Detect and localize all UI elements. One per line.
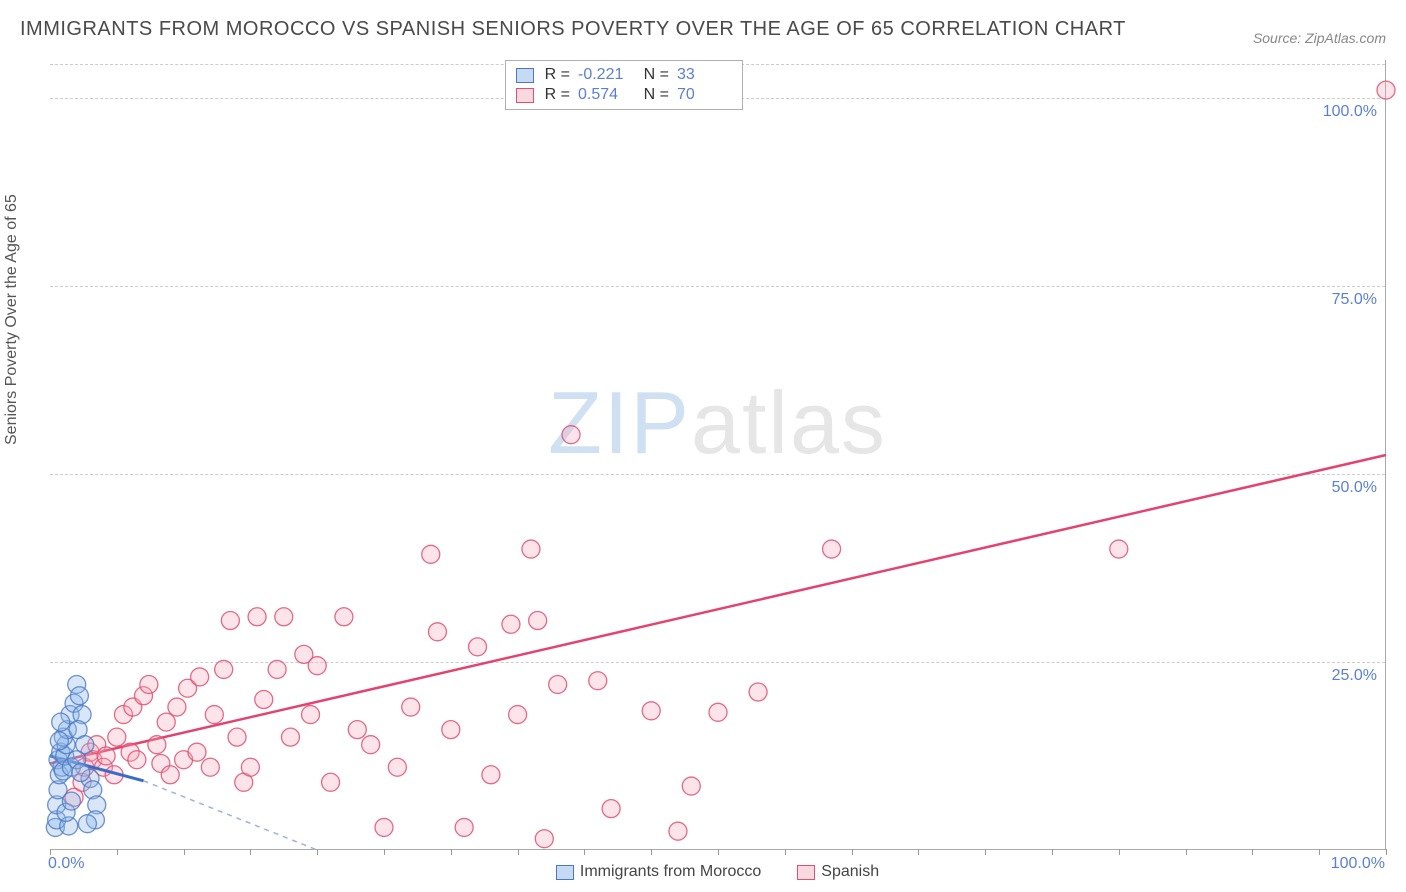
data-point [749, 683, 767, 701]
data-point [348, 721, 366, 739]
data-point [455, 818, 473, 836]
x-tick [250, 849, 251, 855]
data-point [168, 698, 186, 716]
data-point [535, 830, 553, 848]
data-point [335, 608, 353, 626]
x-tick [718, 849, 719, 855]
chart-svg [50, 60, 1385, 849]
data-point [709, 703, 727, 721]
data-point [469, 638, 487, 656]
data-point [140, 675, 158, 693]
legend-item-pink: Spanish [797, 863, 879, 881]
data-point [482, 766, 500, 784]
x-tick [1386, 849, 1387, 855]
legend-item-blue: Immigrants from Morocco [556, 863, 761, 881]
x-tick [1119, 849, 1120, 855]
x-tick [1319, 849, 1320, 855]
data-point [422, 545, 440, 563]
data-point [70, 687, 88, 705]
data-point [602, 800, 620, 818]
data-point [549, 675, 567, 693]
data-point [128, 751, 146, 769]
x-tick [518, 849, 519, 855]
data-point [188, 743, 206, 761]
data-point [308, 657, 326, 675]
data-point [221, 612, 239, 630]
data-point [241, 758, 259, 776]
data-point [589, 672, 607, 690]
data-point [161, 766, 179, 784]
legend-swatch-blue [556, 865, 574, 880]
data-point [248, 608, 266, 626]
data-point [191, 668, 209, 686]
data-point [78, 815, 96, 833]
data-point [509, 706, 527, 724]
y-axis-label: Seniors Poverty Over the Age of 65 [3, 194, 21, 445]
data-point [255, 691, 273, 709]
legend-label-blue: Immigrants from Morocco [580, 863, 761, 881]
chart-page: IMMIGRANTS FROM MOROCCO VS SPANISH SENIO… [0, 0, 1406, 892]
data-point [302, 706, 320, 724]
data-point [502, 615, 520, 633]
legend-label-pink: Spanish [821, 863, 879, 881]
data-point [228, 728, 246, 746]
data-point [157, 713, 175, 731]
data-point [148, 736, 166, 754]
data-point [50, 732, 68, 750]
plot-area: ZIPatlas 25.0%50.0%75.0%100.0% R = -0.22… [50, 60, 1386, 850]
source-attribution: Source: ZipAtlas.com [1253, 30, 1386, 46]
data-point [97, 747, 115, 765]
chart-title: IMMIGRANTS FROM MOROCCO VS SPANISH SENIO… [20, 18, 1126, 41]
x-tick [1252, 849, 1253, 855]
data-point [682, 777, 700, 795]
data-point [322, 773, 340, 791]
x-tick [584, 849, 585, 855]
data-point [1377, 81, 1395, 99]
data-point [275, 608, 293, 626]
data-point [62, 792, 80, 810]
x-tick [852, 849, 853, 855]
data-point [669, 822, 687, 840]
data-point [522, 540, 540, 558]
data-point [562, 426, 580, 444]
data-point [215, 660, 233, 678]
data-point [529, 612, 547, 630]
x-tick [651, 849, 652, 855]
x-axis-legend: Immigrants from Morocco Spanish [50, 863, 1385, 881]
data-point [402, 698, 420, 716]
data-point [642, 702, 660, 720]
data-point [388, 758, 406, 776]
data-point [1110, 540, 1128, 558]
data-point [281, 728, 299, 746]
x-tick [1052, 849, 1053, 855]
x-tick [985, 849, 986, 855]
x-tick [1186, 849, 1187, 855]
data-point [72, 764, 90, 782]
legend-swatch-pink [797, 865, 815, 880]
x-tick [785, 849, 786, 855]
x-tick [317, 849, 318, 855]
data-point [442, 721, 460, 739]
data-point [268, 660, 286, 678]
data-point [428, 623, 446, 641]
data-point [823, 540, 841, 558]
data-point [205, 706, 223, 724]
x-tick [117, 849, 118, 855]
x-tick [451, 849, 452, 855]
data-point [108, 728, 126, 746]
x-tick [918, 849, 919, 855]
data-point [52, 713, 70, 731]
x-tick [384, 849, 385, 855]
data-point [201, 758, 219, 776]
x-tick [184, 849, 185, 855]
data-point [362, 736, 380, 754]
data-point [375, 818, 393, 836]
